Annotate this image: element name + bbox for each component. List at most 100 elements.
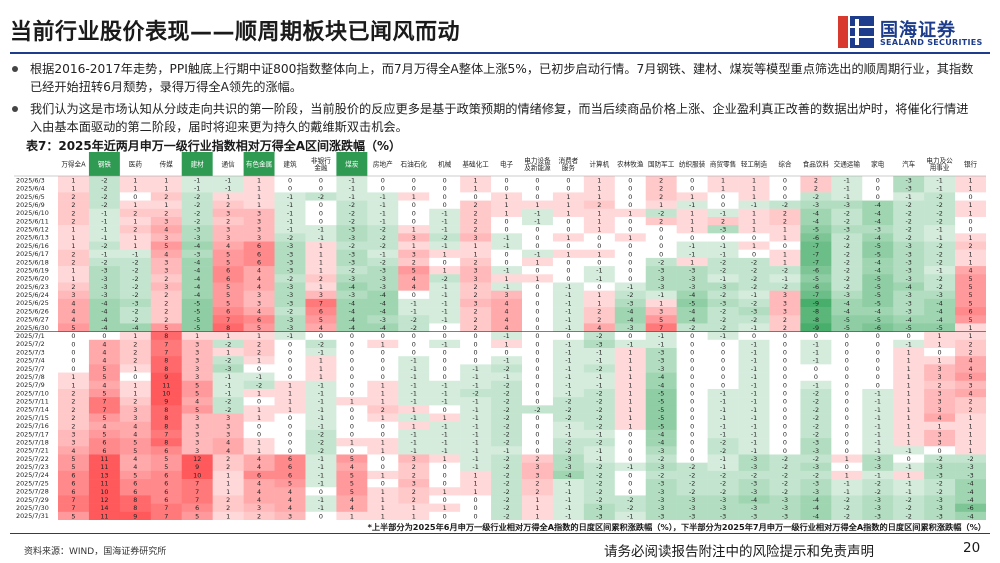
cell-value: -3 <box>287 267 293 275</box>
cell-value: -2 <box>596 488 602 496</box>
heatmap-cell <box>305 257 337 267</box>
cell-value: -2 <box>287 234 293 242</box>
cell-value: -1 <box>565 390 571 398</box>
cell-value: 4 <box>257 455 261 463</box>
heatmap-cell <box>924 503 956 513</box>
cell-value: 0 <box>288 373 292 381</box>
cell-value: -5 <box>194 324 200 332</box>
cell-value: -2 <box>905 218 911 226</box>
heatmap-cell <box>336 274 368 283</box>
heatmap-cell <box>274 454 306 463</box>
heatmap-cell <box>738 364 770 373</box>
heatmap-cell <box>552 511 585 520</box>
cell-value: -4 <box>658 439 664 447</box>
heatmap-cell <box>212 372 244 382</box>
heatmap-cell <box>583 298 616 308</box>
heatmap-cell <box>552 479 585 488</box>
heatmap-cell <box>305 315 337 324</box>
heatmap-cell <box>305 323 337 332</box>
heatmap-cell <box>614 315 647 324</box>
heatmap-cell <box>305 503 337 513</box>
cell-value: 3 <box>938 365 942 373</box>
cell-value: -1 <box>534 218 540 226</box>
heatmap-cell <box>367 249 399 259</box>
cell-value: 2 <box>71 422 75 430</box>
heatmap-cell <box>181 298 213 308</box>
cell-value: -3 <box>658 480 664 488</box>
heatmap-cell <box>429 282 461 291</box>
heatmap-cell <box>800 495 832 504</box>
heatmap-cell <box>491 487 523 496</box>
cell-value: -1 <box>534 209 540 217</box>
heatmap-cell <box>893 290 925 300</box>
cell-value: 1 <box>628 349 632 357</box>
cell-value: 0 <box>288 414 292 422</box>
cell-value: -2 <box>318 430 324 438</box>
heatmap-cell <box>243 233 275 242</box>
cell-value: 4 <box>102 422 106 430</box>
cell-value: 0 <box>535 349 539 357</box>
heatmap-cell <box>583 241 616 251</box>
cell-value: -1 <box>720 463 726 471</box>
cell-value: 1 <box>412 422 416 430</box>
heatmap-cell <box>645 298 677 308</box>
heatmap-cell <box>181 323 213 332</box>
cell-value: 0 <box>628 480 632 488</box>
cell-value: 0 <box>71 340 75 348</box>
heatmap-cell <box>552 364 585 373</box>
heatmap-cell <box>336 356 368 365</box>
heatmap-cell <box>460 356 492 365</box>
cell-value: -1 <box>503 332 509 340</box>
cell-value: 1 <box>752 193 756 201</box>
heatmap-cell <box>583 405 616 414</box>
heatmap-cell <box>460 372 492 382</box>
heatmap-cell <box>491 257 523 267</box>
cell-value: -1 <box>472 365 478 373</box>
heatmap-cell <box>212 356 244 365</box>
cell-value: -1 <box>565 504 571 512</box>
cell-value: 3 <box>412 455 416 463</box>
heatmap-cell <box>707 511 739 520</box>
cell-value: 6 <box>164 471 168 479</box>
cell-value: 0 <box>350 357 354 365</box>
cell-value: 0 <box>412 177 416 185</box>
cell-value: -1 <box>318 234 324 242</box>
heatmap-cell <box>831 446 863 455</box>
cell-value: -1 <box>472 430 478 438</box>
cell-value: -3 <box>936 463 942 471</box>
cell-value: -2 <box>256 381 262 389</box>
heatmap-cell <box>831 364 863 373</box>
heatmap-cell <box>150 216 183 226</box>
cell-value: -3 <box>287 250 293 258</box>
heatmap-cell <box>181 225 213 234</box>
heatmap-cell <box>614 216 647 226</box>
heatmap-cell <box>738 216 770 226</box>
cell-value: 1 <box>938 340 942 348</box>
heatmap-cell <box>398 348 430 357</box>
heatmap-cell <box>924 176 956 185</box>
heatmap-cell <box>150 266 183 275</box>
cell-value: 0 <box>690 390 694 398</box>
cell-value: -2 <box>132 316 138 324</box>
cell-value: -2 <box>844 496 850 504</box>
heatmap-cell <box>831 413 863 423</box>
cell-value: 5 <box>968 291 972 299</box>
cell-value: -1 <box>627 340 633 348</box>
heatmap-cell <box>398 323 430 332</box>
cell-value: 4 <box>133 430 137 438</box>
cell-value: 2 <box>968 242 972 250</box>
heatmap-cell <box>212 438 244 447</box>
cell-value: -2 <box>565 439 571 447</box>
heatmap-cell <box>552 290 585 300</box>
cell-value: 1 <box>628 398 632 406</box>
cell-value: -1 <box>318 422 324 430</box>
cell-value: -1 <box>875 447 881 455</box>
bullet-text-1: 根据2016-2017年走势，PPI触底上行期中证800指数整体向上，而7月万得… <box>30 62 974 94</box>
heatmap-cell <box>212 421 244 431</box>
cell-value: 1 <box>968 430 972 438</box>
cell-value: 0 <box>535 185 539 193</box>
cell-value: 3 <box>133 414 137 422</box>
heatmap-cell <box>181 470 213 480</box>
cell-value: 1 <box>907 422 911 430</box>
cell-value: 1 <box>288 406 292 414</box>
